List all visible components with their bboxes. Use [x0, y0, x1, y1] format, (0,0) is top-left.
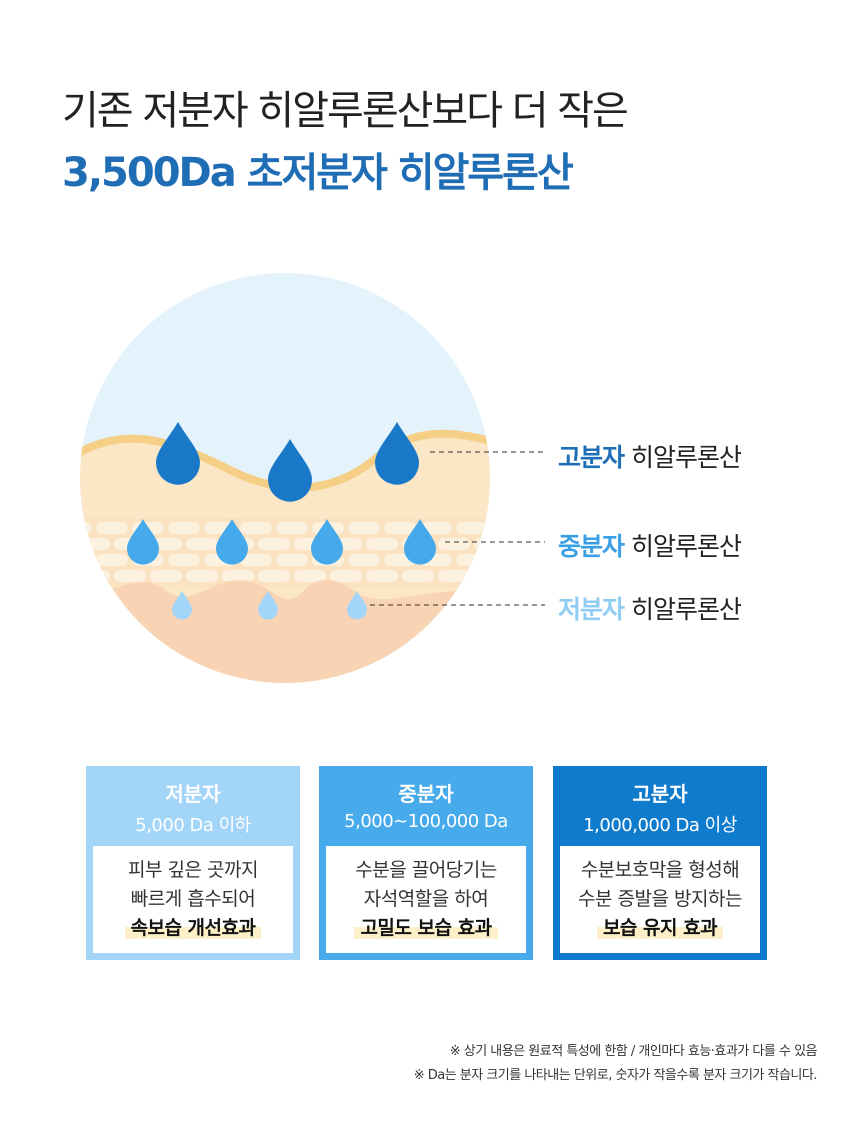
skin-cell	[80, 570, 110, 582]
box-highlight: 속보습 개선효과	[124, 917, 262, 939]
skin-cell	[96, 554, 128, 566]
skin-cell	[438, 570, 470, 582]
mid-molecule-drop-icon	[127, 519, 159, 565]
skin-cell	[402, 570, 434, 582]
skin-cell	[528, 554, 560, 566]
skin-cell	[366, 570, 398, 582]
title-line1: 기존 저분자 히알루론산보다 더 작은	[62, 88, 629, 134]
skin-cell	[240, 554, 272, 566]
skin-cell	[258, 538, 290, 550]
skin-cell	[258, 570, 290, 582]
label-rest: 히알루론산	[624, 532, 742, 561]
low-molecule-drop-icon	[172, 591, 192, 620]
mid-molecule-drop-icon	[216, 519, 248, 565]
skin-cell	[474, 538, 490, 550]
box-heading: 고분자	[632, 782, 688, 806]
high-molecule-drop-icon	[156, 422, 201, 485]
box-highlight: 고밀도 보습 효과	[354, 917, 498, 939]
skin-cell	[456, 522, 488, 534]
skin-layer-illustration	[80, 273, 578, 683]
box-line: 수분 증발을 방지하는	[578, 888, 742, 910]
box-line: 빠르게 흡수되어	[130, 888, 256, 910]
skin-cell	[348, 522, 380, 534]
skin-cell	[114, 570, 146, 582]
title-line2: 3,500Da 초저분자 히알루론산	[62, 150, 574, 196]
skin-cell	[276, 554, 308, 566]
box-heading: 저분자	[165, 782, 221, 806]
label-mid-molecular: 중분자 히알루론산	[558, 527, 742, 563]
label-bold: 고분자	[558, 443, 625, 472]
high-molecule-drop-icon	[375, 422, 419, 485]
label-rest: 히알루론산	[624, 595, 742, 624]
skin-cell	[510, 538, 542, 550]
skin-cell	[80, 538, 110, 550]
skin-cell	[456, 554, 488, 566]
skin-cell	[492, 522, 524, 534]
box-line: 자석역할을 하여	[363, 888, 489, 910]
skin-cell	[420, 522, 452, 534]
skin-cell	[168, 522, 200, 534]
skin-cell	[384, 522, 416, 534]
label-high-molecular: 고분자 히알루론산	[558, 438, 742, 474]
skin-cell	[438, 538, 470, 550]
box-heading: 중분자	[398, 782, 454, 806]
high-molecule-drop-icon	[268, 439, 312, 502]
box-range: 1,000,000 Da 이상	[583, 815, 737, 836]
skin-cell	[240, 522, 272, 534]
box-range: 5,000 Da 이하	[135, 815, 251, 836]
skin-cell	[222, 570, 254, 582]
mid-molecule-drop-icon	[311, 519, 343, 565]
skin-cell	[492, 554, 524, 566]
footnote: ※ 상기 내용은 원료적 특성에 한함 / 개인마다 효능·효과가 다를 수 있…	[449, 1044, 818, 1059]
skin-cell	[80, 522, 92, 534]
skin-cell	[294, 570, 326, 582]
label-rest: 히알루론산	[624, 443, 742, 472]
box-highlight: 보습 유지 효과	[596, 917, 724, 939]
box-line: 수분보호막을 형성해	[580, 859, 740, 881]
skin-cell	[150, 570, 182, 582]
skin-cell	[96, 522, 128, 534]
mid-molecule-drop-icon	[404, 519, 436, 565]
skin-cell	[330, 570, 362, 582]
skin-cell	[80, 554, 92, 566]
skin-cell	[276, 522, 308, 534]
label-low-molecular: 저분자 히알루론산	[558, 590, 742, 626]
label-bold: 중분자	[558, 532, 625, 561]
skin-cell	[366, 538, 398, 550]
skin-cell	[186, 538, 218, 550]
skin-cell	[528, 522, 560, 534]
skin-cell	[510, 570, 542, 582]
skin-cell	[546, 570, 578, 582]
skin-cell	[186, 570, 218, 582]
box-line: 피부 깊은 곳까지	[128, 859, 258, 881]
label-bold: 저분자	[558, 595, 625, 624]
box-line: 수분을 끌어당기는	[355, 859, 497, 881]
skin-cell	[474, 570, 490, 582]
skin-cell	[348, 554, 380, 566]
low-molecule-drop-icon	[347, 591, 367, 620]
footnote: ※ Da는 분자 크기를 나타내는 단위로, 숫자가 작을수록 분자 크기가 작…	[413, 1068, 818, 1083]
low-molecule-drop-icon	[258, 591, 278, 620]
box-range: 5,000~100,000 Da	[344, 811, 508, 832]
skin-cell	[168, 554, 200, 566]
